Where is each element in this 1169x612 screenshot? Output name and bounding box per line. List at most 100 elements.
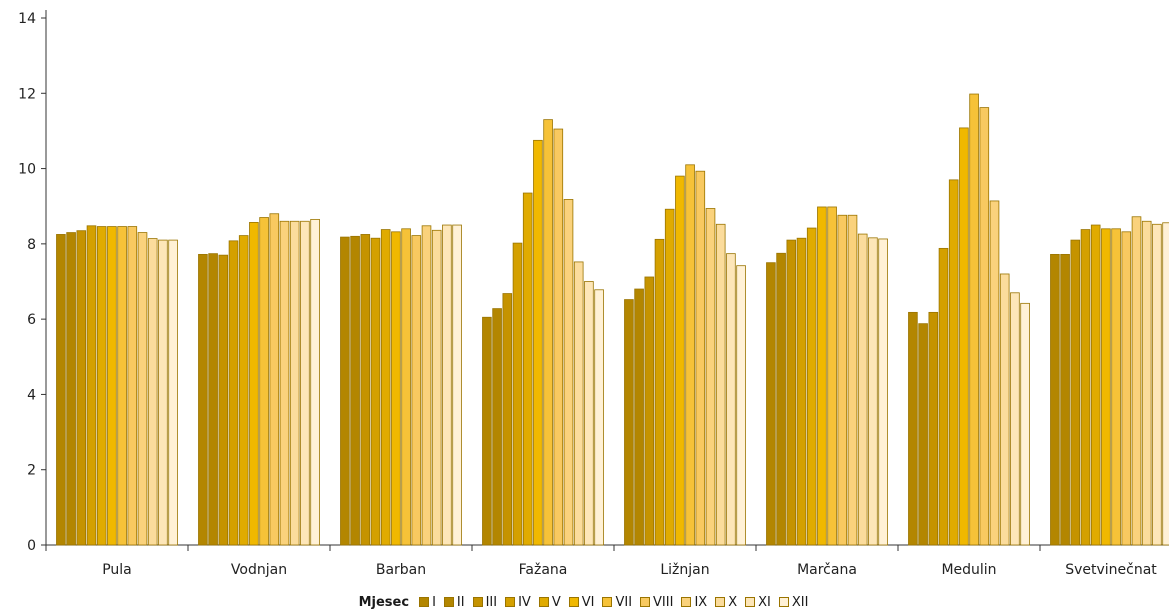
bar-xi-medulin bbox=[1010, 292, 1020, 546]
legend-label: VII bbox=[615, 594, 633, 610]
bar-i-svetvinečnat bbox=[1050, 253, 1060, 546]
bar-ix-pula bbox=[137, 232, 148, 546]
bar-iv-marčana bbox=[796, 237, 807, 546]
bar-xi-pula bbox=[158, 239, 168, 546]
bar-x-ližnjan bbox=[715, 223, 726, 546]
bar-xi-ližnjan bbox=[726, 253, 736, 546]
bar-viii-vodnjan bbox=[269, 213, 280, 546]
legend-label: V bbox=[551, 594, 561, 610]
legend-item: XII bbox=[778, 594, 809, 610]
bar-vii-vodnjan bbox=[259, 217, 269, 546]
bar-iii-marčana bbox=[786, 239, 797, 546]
legend-swatch bbox=[715, 597, 726, 607]
y-tick-label: 4 bbox=[27, 387, 36, 403]
legend-label: X bbox=[728, 594, 738, 610]
x-category-label: Fažana bbox=[519, 562, 568, 578]
bar-iv-ližnjan bbox=[654, 238, 665, 546]
y-tick-label: 14 bbox=[18, 11, 36, 27]
bar-viii-barban bbox=[411, 235, 422, 546]
bar-vii-medulin bbox=[969, 93, 979, 546]
bar-i-pula bbox=[56, 234, 66, 546]
legend-label: XII bbox=[791, 594, 809, 610]
legend-item: VII bbox=[602, 595, 632, 610]
y-tick-label: 12 bbox=[18, 86, 36, 102]
bar-iii-vodnjan bbox=[218, 254, 229, 546]
bar-iv-svetvinečnat bbox=[1080, 229, 1091, 546]
bar-chart: 0 2 4 6 8 10 12 14 Pula Vodnjan Barban Fažana Ližnja… bbox=[18, 10, 1169, 578]
y-tick-label: 6 bbox=[27, 312, 36, 328]
bar-iii-barban bbox=[360, 234, 371, 546]
bar-i-vodnjan bbox=[198, 253, 208, 546]
bar-i-fažana bbox=[482, 316, 492, 546]
bar-iii-fažana bbox=[502, 293, 513, 546]
bar-xi-vodnjan bbox=[300, 220, 310, 546]
legend-item: IX bbox=[681, 595, 707, 610]
bar-ix-svetvinečnat bbox=[1131, 216, 1142, 546]
legend-item: VIII bbox=[640, 595, 673, 610]
legend-item: XI bbox=[745, 595, 771, 610]
bar-xi-svetvinečnat bbox=[1152, 223, 1162, 546]
bar-ii-ližnjan bbox=[634, 288, 644, 546]
bar-xii-fažana bbox=[594, 289, 604, 546]
bar-x-pula bbox=[147, 238, 158, 546]
bar-vi-medulin bbox=[959, 127, 969, 546]
legend: Mjesec I II III IV V VI VII VIII IX X XI XII bbox=[0, 593, 1169, 611]
bar-v-svetvinečnat bbox=[1090, 224, 1101, 546]
y-tick-label: 8 bbox=[27, 237, 36, 253]
legend-label: II bbox=[456, 594, 465, 610]
x-category-label: Ližnjan bbox=[660, 562, 709, 578]
bar-iii-medulin bbox=[928, 311, 939, 546]
bar-vi-pula bbox=[107, 226, 117, 546]
bar-ix-vodnjan bbox=[279, 220, 290, 546]
bar-vi-svetvinečnat bbox=[1101, 228, 1111, 546]
legend-label: III bbox=[485, 594, 498, 610]
bar-vi-fažana bbox=[533, 139, 543, 546]
bar-viii-pula bbox=[127, 226, 138, 546]
bar-xii-svetvinečnat bbox=[1162, 222, 1169, 546]
bar-viii-svetvinečnat bbox=[1121, 231, 1132, 546]
x-category-label: Svetvinečnat bbox=[1065, 562, 1157, 578]
bar-xii-marčana bbox=[878, 238, 888, 546]
bar-iv-pula bbox=[86, 225, 97, 546]
bar-v-marčana bbox=[806, 227, 817, 546]
bar-vii-svetvinečnat bbox=[1111, 228, 1121, 546]
bar-v-fažana bbox=[522, 192, 533, 546]
legend-swatch bbox=[640, 597, 651, 607]
bar-ii-marčana bbox=[776, 252, 786, 546]
legend-label: IV bbox=[518, 594, 531, 610]
bar-vi-ližnjan bbox=[675, 175, 685, 546]
bar-xi-fažana bbox=[584, 281, 594, 546]
bar-xi-barban bbox=[442, 224, 452, 546]
bar-ix-fažana bbox=[563, 199, 574, 546]
legend-label: IX bbox=[694, 594, 708, 610]
bar-vi-barban bbox=[391, 231, 401, 546]
bar-iii-svetvinečnat bbox=[1070, 239, 1081, 546]
bar-i-ližnjan bbox=[624, 299, 634, 546]
bar-vii-fažana bbox=[543, 119, 553, 546]
bar-iv-fažana bbox=[512, 242, 523, 546]
bar-vi-marčana bbox=[817, 206, 827, 546]
legend-swatch bbox=[538, 597, 549, 607]
y-tick-label: 10 bbox=[18, 162, 36, 178]
bar-v-vodnjan bbox=[238, 235, 249, 546]
legend-item: II bbox=[443, 594, 465, 610]
bar-x-fažana bbox=[573, 261, 584, 546]
bar-xii-medulin bbox=[1020, 302, 1030, 546]
legend-label: VI bbox=[581, 594, 595, 610]
x-category-label: Vodnjan bbox=[231, 562, 287, 578]
legend-swatch bbox=[681, 597, 692, 607]
legend-item: V bbox=[538, 594, 561, 610]
legend-swatch bbox=[745, 597, 756, 607]
bar-x-svetvinečnat bbox=[1141, 220, 1152, 546]
bar-v-ližnjan bbox=[664, 208, 675, 546]
bar-v-medulin bbox=[948, 179, 959, 546]
legend-item: III bbox=[472, 594, 498, 610]
bar-iv-vodnjan bbox=[228, 240, 239, 546]
bar-ii-fažana bbox=[492, 308, 502, 546]
bar-i-barban bbox=[340, 236, 350, 546]
bar-iii-pula bbox=[76, 230, 87, 546]
bar-viii-fažana bbox=[553, 128, 564, 546]
bar-ii-medulin bbox=[918, 323, 928, 546]
legend-title: Mjesec bbox=[358, 594, 410, 610]
bar-iii-ližnjan bbox=[644, 276, 655, 546]
